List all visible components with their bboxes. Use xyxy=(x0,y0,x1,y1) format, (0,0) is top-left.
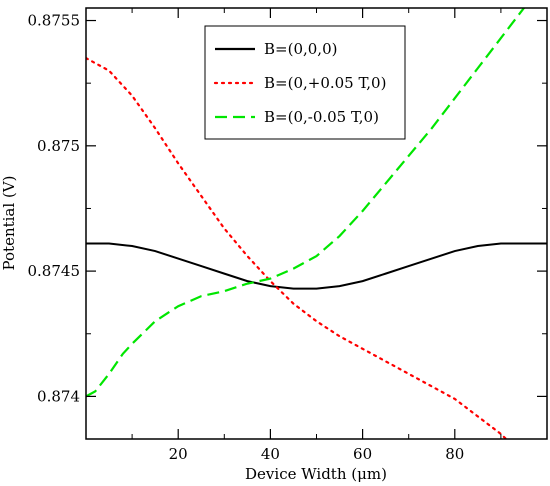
x-tick-label: 40 xyxy=(261,445,280,463)
series-line-1 xyxy=(86,242,547,290)
legend-label-2: B=(0,+0.05 T,0) xyxy=(264,74,386,92)
plot-frame xyxy=(85,7,548,440)
x-tick-label: 60 xyxy=(353,445,372,463)
y-tick-label: 0.8745 xyxy=(28,262,81,280)
x-tick-label: 20 xyxy=(169,445,188,463)
series-layer xyxy=(86,8,547,439)
y-tick-label: 0.874 xyxy=(37,387,80,405)
x-axis-label: Device Width (μm) xyxy=(245,465,387,483)
legend-label-3: B=(0,-0.05 T,0) xyxy=(264,108,379,126)
legend: B=(0,0,0) B=(0,+0.05 T,0) B=(0,-0.05 T,0) xyxy=(204,25,406,140)
axes-layer: 20 40 60 80 0.874 0.8745 0.875 0.8755 xyxy=(28,8,547,463)
y-tick-label: 0.8755 xyxy=(28,12,81,30)
y-tick-label: 0.875 xyxy=(37,137,80,155)
x-tick-label: 80 xyxy=(445,445,464,463)
legend-label-1: B=(0,0,0) xyxy=(264,40,337,58)
y-axis-label: Potential (V) xyxy=(0,176,18,271)
series-line-3 xyxy=(86,8,526,398)
series-line-2 xyxy=(86,57,508,439)
